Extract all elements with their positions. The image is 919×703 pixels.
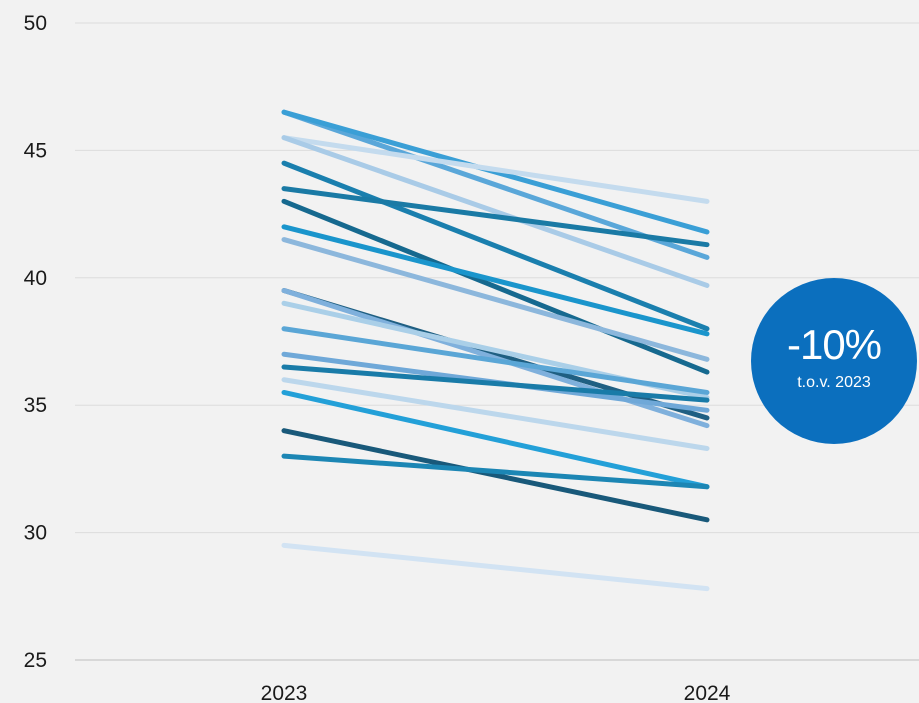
badge-caption: t.o.v. 2023 bbox=[797, 374, 871, 391]
y-tick-label: 30 bbox=[24, 522, 47, 545]
change-badge: -10% t.o.v. 2023 bbox=[751, 278, 917, 444]
series-line-17 bbox=[281, 389, 710, 490]
series-line-13 bbox=[281, 326, 710, 395]
x-tick-label: 2023 bbox=[261, 682, 308, 703]
series-layer bbox=[281, 109, 710, 592]
series-line-7 bbox=[281, 198, 710, 375]
y-tick-label: 25 bbox=[24, 649, 47, 672]
series-line-2 bbox=[281, 109, 710, 235]
series-line-18 bbox=[281, 428, 710, 523]
grid-layer bbox=[75, 22, 919, 661]
y-tick-label: 40 bbox=[24, 267, 47, 290]
series-line-5 bbox=[281, 160, 710, 332]
series-line-16 bbox=[281, 377, 710, 452]
series-line-4 bbox=[281, 135, 710, 288]
y-tick-label: 35 bbox=[24, 394, 47, 417]
series-line-8 bbox=[281, 224, 710, 337]
series-line-19 bbox=[281, 453, 710, 490]
series-line-6 bbox=[281, 186, 710, 248]
series-line-3 bbox=[281, 135, 710, 204]
y-tick-label: 50 bbox=[24, 12, 47, 35]
y-tick-label: 45 bbox=[24, 139, 47, 162]
series-line-20 bbox=[281, 542, 710, 592]
label-layer: 25 30 35 40 45 50 2023 2024 bbox=[24, 12, 731, 703]
series-line-9 bbox=[281, 237, 710, 362]
series-line-15 bbox=[281, 364, 710, 403]
badge-value: -10% bbox=[786, 321, 882, 368]
x-tick-label: 2024 bbox=[684, 682, 731, 703]
